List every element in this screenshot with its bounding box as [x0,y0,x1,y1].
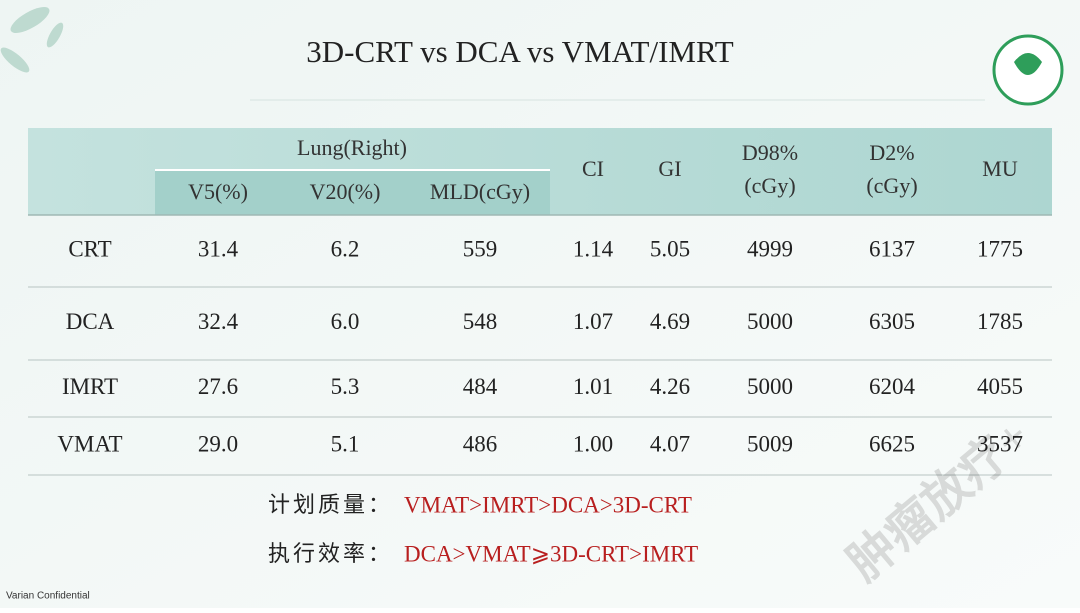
column-header: (cGy) [744,173,795,198]
table-cell: 5.1 [331,431,360,456]
table-cell: 4.26 [650,374,690,399]
table-cell: 29.0 [198,431,238,456]
column-header: D2% [869,140,914,165]
table-cell: 27.6 [198,374,238,399]
table-cell: 1.00 [573,431,613,456]
table: Lung(Right) V5(%) V20(%) MLD(cGy) CI GI D98% (c… [28,128,1052,566]
sub-header: MLD(cGy) [430,179,530,204]
table-cell: 1.07 [573,309,613,334]
table-cell: IMRT [62,374,118,399]
table-cell: 5000 [747,374,793,399]
table-cell: 1785 [977,309,1023,334]
table-cell: 5000 [747,309,793,334]
column-header: D98% [742,140,798,165]
table-cell: 1.14 [573,236,614,261]
sub-header-band [155,170,550,215]
table-cell: 5009 [747,431,793,456]
logo [992,34,1064,106]
table-cell: VMAT [57,431,122,456]
table-cell: 559 [463,236,498,261]
table-cell: 32.4 [198,309,239,334]
table-cell: 4999 [747,236,793,261]
column-header: CI [582,156,604,181]
leaf-decoration [0,7,64,73]
note-text: DCA>VMAT⩾3D-CRT>IMRT [404,541,698,566]
column-header: (cGy) [866,173,917,198]
table-cell: 6625 [869,431,915,456]
table-cell: 6.0 [331,309,360,334]
note-label: 执行效率： [268,541,393,566]
slide-title: 3D-CRT vs DCA vs VMAT/IMRT [306,34,734,69]
table-cell: DCA [66,309,115,334]
table-cell: 5.05 [650,236,690,261]
group-header: Lung(Right) [297,135,407,160]
note-label: 计划质量： [268,492,393,517]
table-cell: CRT [68,236,111,261]
table-cell: 4.69 [650,309,690,334]
table-cell: 548 [463,309,498,334]
table-cell: 484 [463,374,498,399]
table-cell: 3537 [977,431,1023,456]
sub-header: V5(%) [188,179,248,204]
table-cell: 1.01 [573,374,613,399]
column-header: MU [982,156,1018,181]
table-cell: 6.2 [331,236,360,261]
sub-header: V20(%) [310,179,381,204]
table-cell: 6137 [869,236,915,261]
note-text: VMAT>IMRT>DCA>3D-CRT [404,492,692,517]
table-cell: 1775 [977,236,1023,261]
table-cell: 31.4 [198,236,239,261]
column-header: GI [658,156,681,181]
footer: Varian Confidential [6,591,90,602]
table-cell: 486 [463,431,498,456]
table-cell: 6204 [869,374,916,399]
table-cell: 4.07 [650,431,690,456]
table-cell: 4055 [977,374,1023,399]
table-cell: 5.3 [331,374,360,399]
table-cell: 6305 [869,309,915,334]
